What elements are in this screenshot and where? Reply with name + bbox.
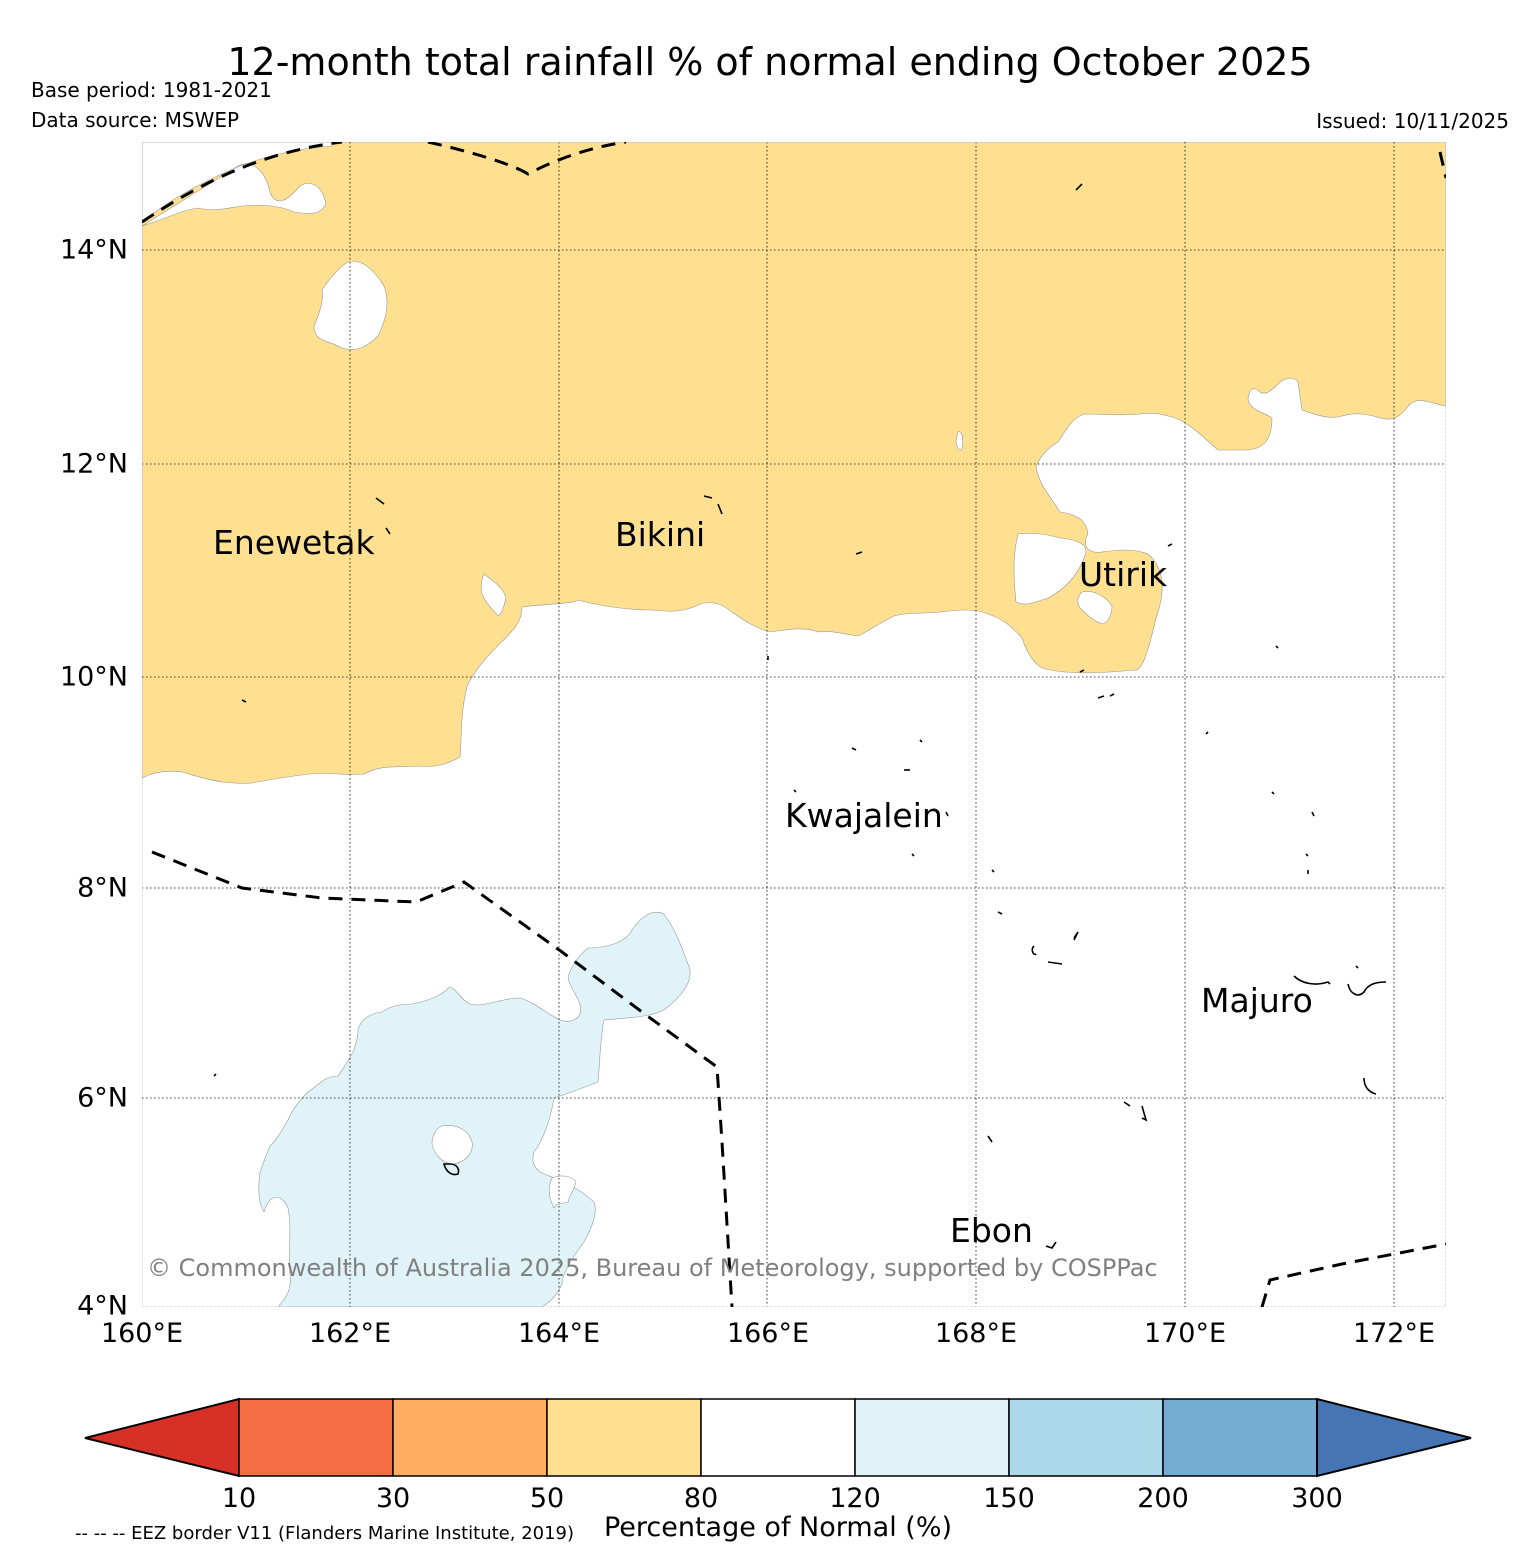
place-ebon: Ebon [950, 1211, 1033, 1250]
graticule [142, 142, 1446, 1307]
eez-borders [142, 142, 1446, 1307]
place-bikini: Bikini [615, 515, 706, 554]
eez-border-note: -- -- -- EEZ border V11 (Flanders Marine… [75, 1523, 575, 1544]
lat-label-6n: 6°N [77, 1082, 128, 1114]
colorbar-below-10 [84, 1397, 240, 1478]
colorbar-80-120 [700, 1398, 856, 1477]
lon-label-166e: 166°E [726, 1318, 810, 1349]
lon-label-168e: 168°E [934, 1318, 1018, 1349]
base-period: Base period: 1981-2021 [31, 78, 272, 102]
lat-label-12n: 12°N [59, 448, 128, 480]
colorbar-label: Percentage of Normal (%) [603, 1512, 953, 1543]
rainfall-map [142, 142, 1446, 1307]
lon-label-172e: 172°E [1352, 1318, 1436, 1349]
colorbar-50-80 [546, 1398, 702, 1477]
issued-date: Issued: 10/11/2025 [1316, 109, 1509, 133]
hole-small-1 [480, 573, 507, 617]
colorbar-150-200 [1008, 1398, 1164, 1477]
place-kwajalein: Kwajalein [785, 796, 943, 835]
colorbar-above-300 [1316, 1397, 1472, 1478]
lat-label-4n: 4°N [77, 1290, 128, 1322]
lon-label-170e: 170°E [1143, 1318, 1227, 1349]
hole-utirik-lagoon [1077, 591, 1113, 625]
colorbar-tick-300: 300 [1291, 1483, 1343, 1514]
colorbar-120-150 [854, 1398, 1010, 1477]
colorbar-tick-150: 150 [983, 1483, 1035, 1514]
hole-utirik-west [1013, 532, 1087, 605]
atoll-coastlines [213, 183, 1387, 1249]
hole-sw-inlet [548, 1175, 577, 1209]
colorbar [84, 1397, 1472, 1478]
hole-north-coast [142, 142, 333, 227]
lon-label-162e: 162°E [308, 1318, 392, 1349]
colorbar-tick-120: 120 [829, 1483, 881, 1514]
map-title: 12-month total rainfall % of normal endi… [227, 40, 1313, 84]
hole-enewetak-north [313, 260, 388, 350]
lat-label-10n: 10°N [59, 661, 128, 693]
colorbar-tick-30: 30 [375, 1483, 411, 1514]
data-source: Data source: MSWEP [31, 108, 240, 132]
place-majuro: Majuro [1201, 981, 1313, 1020]
map-canvas [142, 142, 1446, 1307]
colorbar-tick-10: 10 [221, 1483, 257, 1514]
colorbar-30-50 [392, 1398, 548, 1477]
colorbar-200-300 [1162, 1398, 1318, 1477]
colorbar-tick-50: 50 [529, 1483, 565, 1514]
region-120-150-percent [258, 911, 691, 1307]
colorbar-tick-200: 200 [1137, 1483, 1189, 1514]
copyright-notice: © Commonwealth of Australia 2025, Bureau… [147, 1254, 1158, 1282]
place-enewetak: Enewetak [213, 523, 375, 562]
lon-label-164e: 164°E [517, 1318, 601, 1349]
map-border [142, 142, 1446, 1307]
hole-small-2 [955, 431, 964, 451]
region-50-80-percent [142, 142, 1446, 784]
colorbar-tick-80: 80 [683, 1483, 719, 1514]
lon-label-160e: 160°E [100, 1318, 184, 1349]
place-utirik: Utirik [1079, 555, 1168, 594]
colorbar-10-30 [238, 1398, 394, 1477]
lat-label-14n: 14°N [59, 234, 128, 266]
lat-label-8n: 8°N [77, 872, 128, 904]
